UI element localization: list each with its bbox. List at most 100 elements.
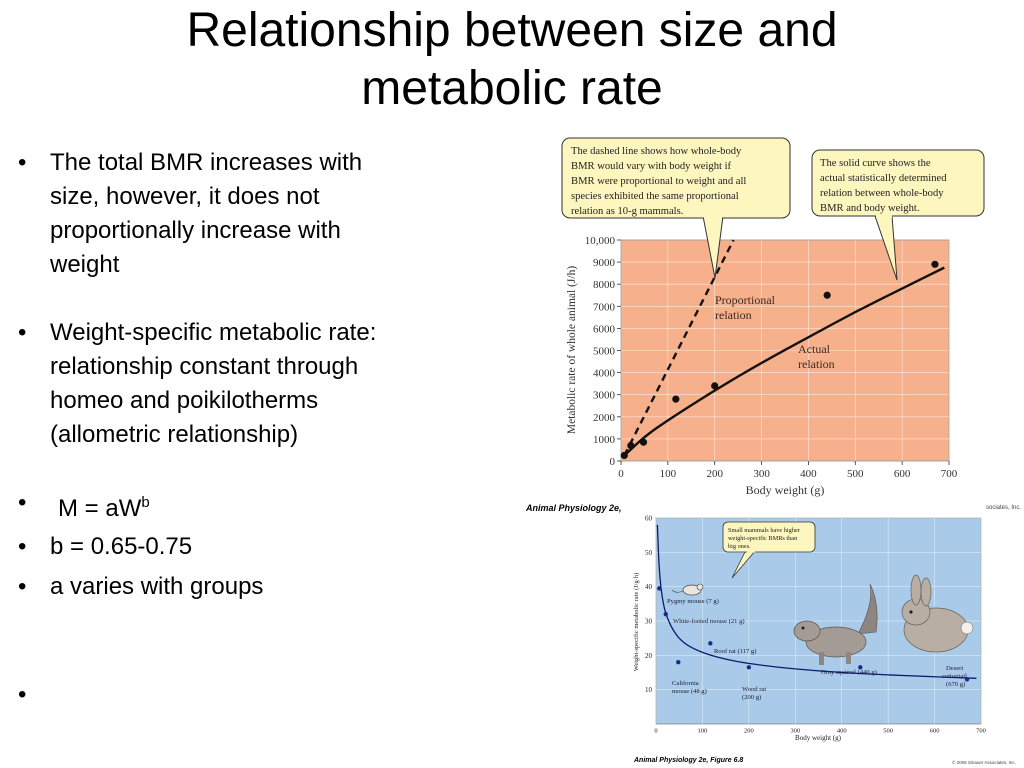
data-point	[746, 665, 752, 670]
pygmy-mouse-illustration	[671, 583, 704, 596]
callout-box	[722, 521, 816, 553]
y-tick-label: 50	[645, 549, 653, 557]
x-tick-label: 700	[941, 468, 958, 480]
data-point	[931, 260, 939, 268]
species-label: White-footed mouse (21 g)	[673, 618, 745, 625]
proportional-relation-label-2: relation	[715, 308, 752, 322]
data-point	[823, 291, 831, 299]
species-label: Gray squirrel (440 g)	[821, 669, 877, 676]
callout-line: BMR would vary with body weight if	[571, 161, 732, 172]
callout-pointer-left-cover	[704, 214, 722, 219]
x-tick-label: 400	[800, 468, 817, 480]
species-label: California	[672, 680, 699, 687]
data-point	[657, 586, 662, 591]
data-point	[627, 441, 635, 450]
y-axis-ticks: 0 1000 2000 3000 4000 5000 6000 7000 8000 9000 10,…	[585, 235, 621, 468]
desert-cottontail-illustration	[901, 574, 974, 653]
callout-box-right	[811, 149, 985, 217]
x-axis-label: Body weight (g)	[795, 734, 842, 742]
slide-title-line-2: metabolic rate	[361, 62, 663, 115]
x-tick-label: 700	[976, 728, 986, 735]
y-axis-label: Weight-specific metabolic rate (J/g·h)	[633, 573, 640, 672]
data-point	[858, 665, 863, 670]
bullet-text: The total BMR increases with size, howev…	[50, 149, 363, 278]
y-axis-label: Metabolic rate of whole animal (J/h)	[566, 266, 578, 434]
callout-line: relation between whole-body	[820, 188, 944, 199]
y-tick-label: 40	[645, 583, 653, 591]
y-tick-label: 6000	[593, 323, 616, 335]
x-tick-label: 600	[894, 468, 911, 480]
y-tick-label: 9000	[593, 257, 616, 269]
x-tick-label: 100	[698, 728, 708, 735]
bullet-item: The total BMR increases with size, howev…	[18, 146, 398, 282]
species-label: Desert	[946, 665, 963, 672]
x-tick-label: 200	[744, 728, 754, 735]
slide-title: Relationship between size and metabolic …	[0, 2, 1024, 118]
bullet-item: a varies with groups	[18, 570, 398, 604]
copyright-note: © 2008 Sinauer Associates, Inc.	[952, 760, 1016, 765]
figure-caption-top: Animal Physiology 2e,	[526, 503, 622, 513]
y-tick-label: 20	[645, 652, 653, 660]
x-tick-label: 500	[883, 728, 893, 735]
gray-squirrel-illustration	[793, 583, 878, 665]
actual-relation-label-2: relation	[798, 357, 835, 371]
formula-text: M = aW	[58, 495, 142, 522]
callout-pointer-cover	[747, 549, 755, 553]
data-point	[676, 660, 681, 665]
species-label: (670 g)	[946, 681, 965, 688]
y-tick-label: 3000	[593, 390, 616, 402]
callout-box-left	[561, 137, 791, 219]
proportional-relation-label: Proportional	[715, 293, 776, 307]
y-tick-label: 2000	[593, 412, 616, 424]
callout-line: species exhibited the same proportional	[571, 191, 739, 202]
callout-line: The dashed line shows how whole-body	[571, 146, 742, 157]
callout-line: BMR and body weight.	[820, 203, 919, 214]
callout-line: big ones.	[728, 543, 751, 550]
x-tick-label: 600	[930, 728, 940, 735]
figure-credit-top-right: sociates, Inc.	[986, 505, 1022, 511]
callout-line: The solid curve shows the	[820, 158, 931, 169]
x-axis-label: Body weight (g)	[746, 483, 825, 497]
bullet-text: a varies with groups	[50, 573, 264, 600]
x-axis-ticks: 0 100 200 300 400 500 600 700	[654, 728, 986, 735]
bullet-text: b = 0.65-0.75	[50, 533, 193, 560]
y-tick-label: 60	[645, 515, 653, 523]
y-tick-label: 4000	[593, 368, 616, 380]
y-tick-label: 10,000	[585, 235, 616, 247]
data-point	[620, 451, 628, 460]
data-point	[964, 677, 970, 682]
species-label: Roof rat (117 g)	[714, 648, 756, 655]
data-point	[708, 641, 713, 646]
x-tick-label: 400	[837, 728, 847, 735]
data-point	[711, 382, 719, 390]
x-tick-label: 500	[847, 468, 864, 480]
species-label: Wood rat	[742, 686, 766, 693]
bullet-item: b = 0.65-0.75	[18, 530, 398, 564]
y-tick-label: 10	[645, 686, 653, 694]
x-tick-label: 200	[706, 468, 723, 480]
bullet-text: Weight-specific metabolic rate: relation…	[50, 319, 377, 448]
data-points	[657, 586, 970, 682]
callout-line: actual statistically determined	[820, 173, 947, 184]
callout-line: weight-specific BMRs than	[728, 535, 798, 542]
x-tick-label: 300	[790, 728, 800, 735]
callout-pointer-right	[874, 215, 898, 281]
whole-body-metabolic-rate-chart: 010002000300040005000600070008000900010,…	[561, 137, 985, 497]
data-point	[672, 395, 680, 403]
y-tick-label: 0	[610, 456, 616, 468]
y-tick-label: 5000	[593, 346, 616, 358]
x-tick-label: 0	[654, 728, 657, 735]
weight-specific-curve	[656, 524, 977, 679]
callout-line: BMR were proportional to weight and all	[571, 176, 746, 187]
weight-specific-metabolic-rate-chart: 10 20 30 40 50 60 0 100 200 300 400 500 600 700 Pygm…	[633, 515, 986, 743]
actual-relation-label: Actual	[798, 342, 831, 356]
data-point	[663, 611, 668, 617]
data-points	[620, 260, 939, 460]
callout-line: Small mammals have higher	[728, 527, 801, 534]
species-label: (200 g)	[742, 694, 761, 701]
proportional-relation-line	[623, 239, 735, 457]
callout-line: relation as 10-g mammals.	[571, 206, 683, 217]
species-label: cottontail	[942, 673, 967, 680]
species-labels: Pygmy mouse (7 g) White-footed mouse (21…	[667, 598, 967, 701]
x-tick-label: 300	[753, 468, 770, 480]
